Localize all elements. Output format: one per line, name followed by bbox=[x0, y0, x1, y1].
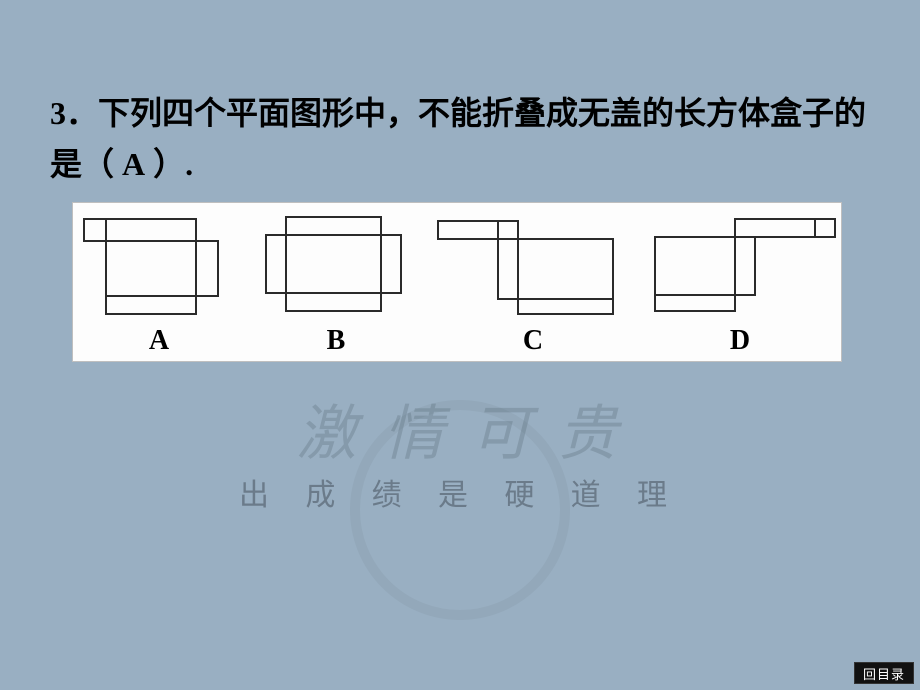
figure-d-svg bbox=[640, 209, 840, 319]
figure-label-a: A bbox=[149, 325, 169, 357]
question-text: 3．下列四个平面图形中，不能折叠成无盖的长方体盒子的是（ A ）. bbox=[50, 88, 870, 190]
watermark-line2: 出 成 绩 是 硬 道 理 bbox=[0, 470, 920, 514]
figure-d: D bbox=[640, 209, 840, 357]
watermark-seal bbox=[350, 400, 570, 620]
figure-a: A bbox=[74, 209, 244, 357]
back-to-contents-button[interactable]: 回目录 bbox=[854, 662, 914, 684]
figure-a-svg bbox=[74, 209, 244, 319]
figure-label-b: B bbox=[327, 325, 346, 357]
figure-b: B bbox=[246, 209, 426, 357]
question-body-2: ）. bbox=[153, 146, 193, 182]
question-answer: A bbox=[122, 146, 145, 182]
figure-c: C bbox=[428, 209, 638, 357]
figure-c-svg bbox=[428, 209, 638, 319]
figures-container: A B C D bbox=[72, 202, 842, 362]
figure-label-c: C bbox=[523, 325, 543, 357]
watermark-line1: 激 情 可 贵 bbox=[0, 385, 920, 472]
figure-b-svg bbox=[246, 209, 426, 319]
question-number: 3． bbox=[50, 95, 98, 131]
figure-label-d: D bbox=[730, 325, 750, 357]
